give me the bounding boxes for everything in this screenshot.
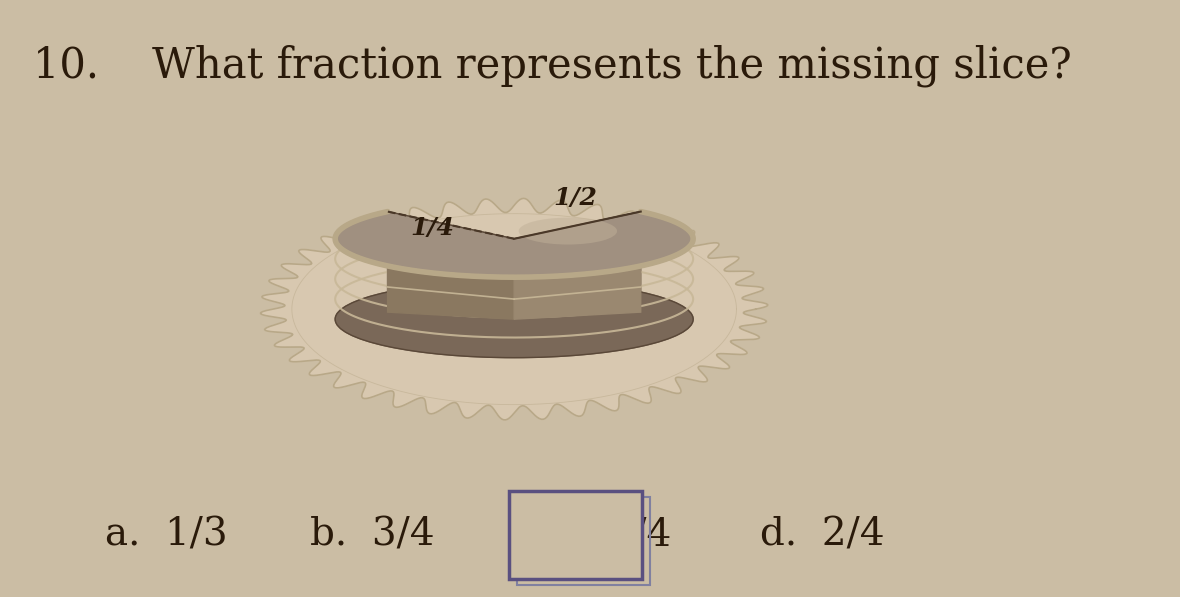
Text: d.  2/4: d. 2/4 — [760, 516, 884, 553]
Polygon shape — [261, 198, 768, 420]
Text: 1/2: 1/2 — [553, 186, 597, 210]
Ellipse shape — [519, 218, 617, 245]
Polygon shape — [335, 211, 693, 358]
Polygon shape — [514, 211, 641, 319]
Text: c.  1/4: c. 1/4 — [550, 516, 671, 553]
Text: 1/4: 1/4 — [411, 216, 454, 239]
Text: 10.    What fraction represents the missing slice?: 10. What fraction represents the missing… — [33, 44, 1073, 87]
Text: b.  3/4: b. 3/4 — [309, 516, 434, 553]
Ellipse shape — [335, 281, 693, 358]
Polygon shape — [387, 211, 514, 319]
Polygon shape — [335, 211, 693, 277]
FancyBboxPatch shape — [509, 491, 642, 580]
Text: a.  1/3: a. 1/3 — [105, 516, 228, 553]
